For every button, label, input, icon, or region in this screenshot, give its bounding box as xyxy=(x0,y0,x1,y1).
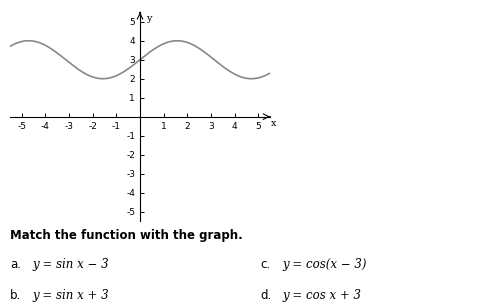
Text: c.: c. xyxy=(260,258,270,271)
Text: y = cos x + 3: y = cos x + 3 xyxy=(282,289,362,301)
Text: a.: a. xyxy=(10,258,21,271)
Text: d.: d. xyxy=(260,289,271,301)
Text: Match the function with the graph.: Match the function with the graph. xyxy=(10,229,243,242)
Text: y = cos(x − 3): y = cos(x − 3) xyxy=(282,258,367,271)
Text: y: y xyxy=(146,14,152,23)
Text: x: x xyxy=(271,119,276,128)
Text: b.: b. xyxy=(10,289,21,301)
Text: y = sin x − 3: y = sin x − 3 xyxy=(32,258,109,271)
Text: y = sin x + 3: y = sin x + 3 xyxy=(32,289,109,301)
